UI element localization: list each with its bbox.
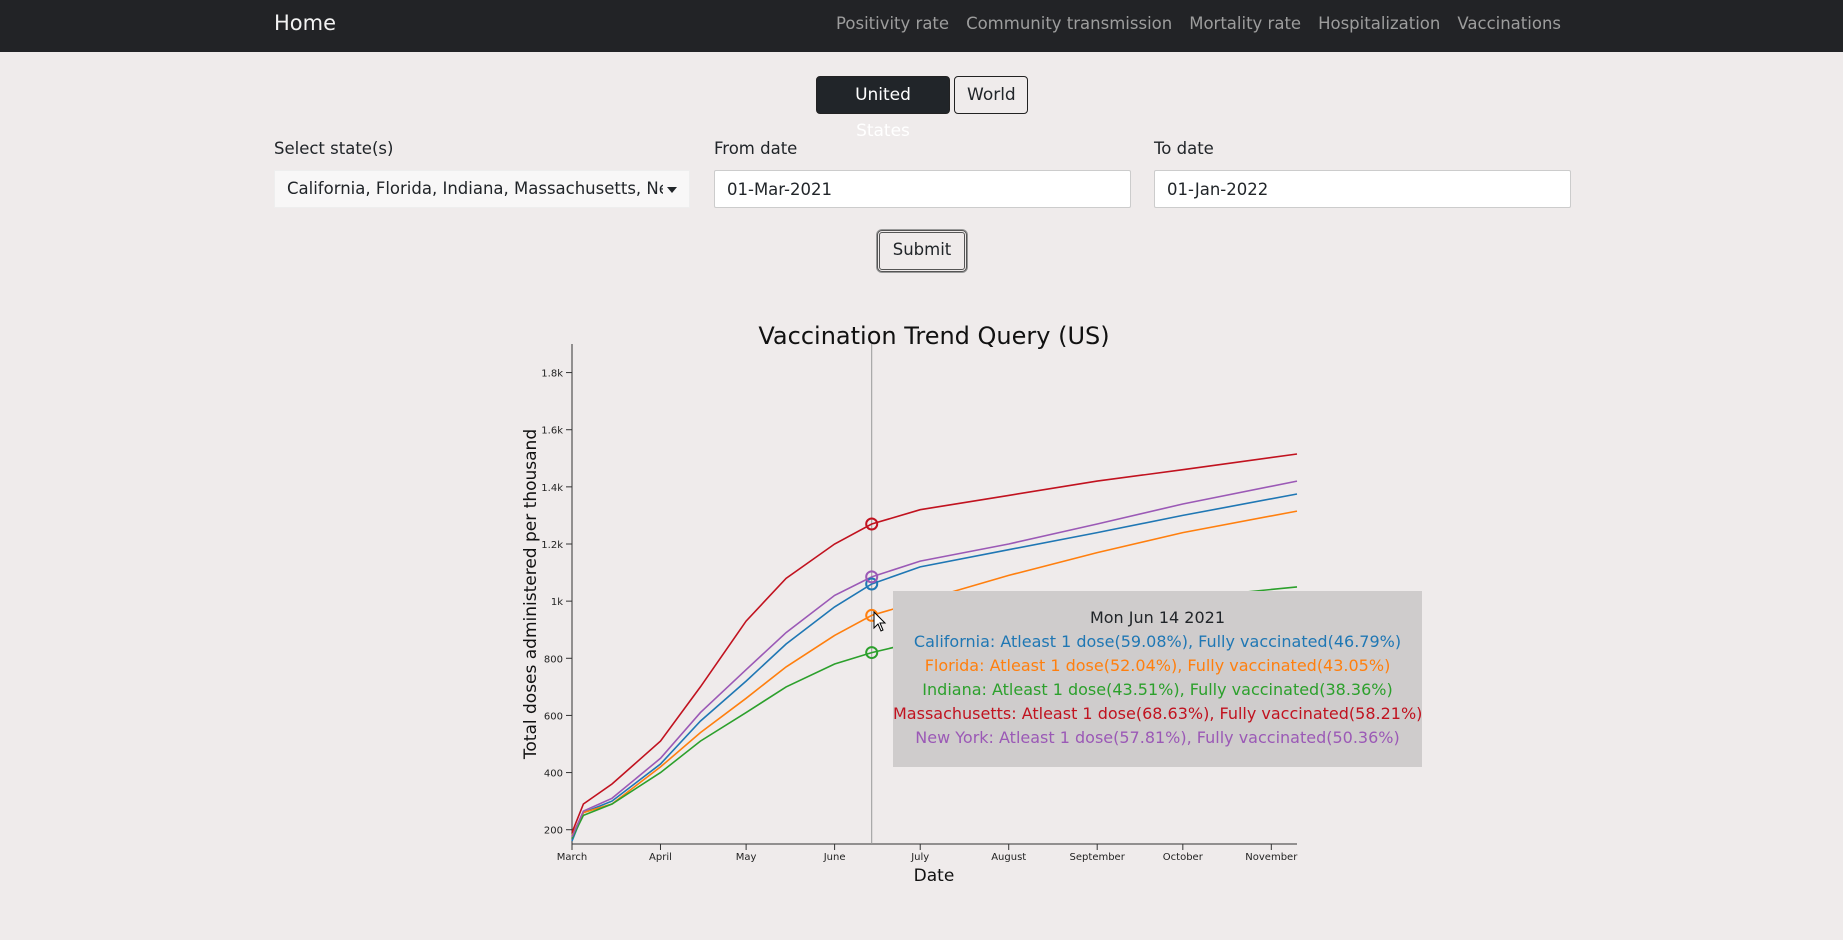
tooltip-line-new-york: New York: Atleast 1 dose(57.81%), Fully … xyxy=(915,728,1400,747)
hover-marker-california xyxy=(865,577,879,591)
chart-title: Vaccination Trend Query (US) xyxy=(758,322,1109,350)
world-button[interactable]: World xyxy=(954,76,1028,114)
y-tick-label: 1.4k xyxy=(541,483,563,494)
y-tick-label: 600 xyxy=(544,711,563,722)
x-tick-label: May xyxy=(736,852,757,863)
x-tick-label: April xyxy=(649,852,672,863)
series-line-california xyxy=(571,493,1298,842)
x-tick-label: October xyxy=(1163,852,1204,863)
y-tick-label: 400 xyxy=(544,769,563,780)
x-tick-label: March xyxy=(557,852,587,863)
x-tick-label: September xyxy=(1070,852,1126,863)
tooltip-line-massachusetts: Massachusetts: Atleast 1 dose(68.63%), F… xyxy=(893,704,1423,723)
hover-marker-indiana xyxy=(865,646,879,660)
y-tick-label: 1.2k xyxy=(541,540,563,551)
from-date-label: From date xyxy=(714,139,798,158)
state-select-dropdown[interactable]: California, Florida, Indiana, Massachuse… xyxy=(274,170,690,208)
y-axis-label: Total doses administered per thousand xyxy=(521,429,541,760)
x-tick-label: June xyxy=(823,852,846,863)
state-select-value: California, Florida, Indiana, Massachuse… xyxy=(287,179,663,198)
to-date-label: To date xyxy=(1154,139,1214,158)
mouse-cursor-icon xyxy=(873,610,887,632)
nav-hospitalization[interactable]: Hospitalization xyxy=(1318,14,1441,33)
x-tick-label: August xyxy=(991,852,1026,863)
hover-marker-massachusetts xyxy=(865,517,879,531)
nav-mortality-rate[interactable]: Mortality rate xyxy=(1189,14,1302,33)
tooltip-line-florida: Florida: Atleast 1 dose(52.04%), Fully v… xyxy=(924,656,1391,675)
tooltip-date: Mon Jun 14 2021 xyxy=(1089,608,1226,627)
nav-positivity-rate[interactable]: Positivity rate xyxy=(836,14,950,33)
navbar: Home Positivity rate Community transmiss… xyxy=(0,0,1843,52)
submit-button[interactable]: Submit xyxy=(877,230,967,272)
y-tick-label: 200 xyxy=(544,826,563,837)
nav-community-transmission[interactable]: Community transmission xyxy=(966,14,1173,33)
brand-home-link[interactable]: Home xyxy=(274,11,337,35)
x-axis-label: Date xyxy=(914,866,955,886)
y-tick-label: 800 xyxy=(544,654,563,665)
united-states-button[interactable]: United States xyxy=(816,76,950,141)
tooltip-line-indiana: Indiana: Atleast 1 dose(43.51%), Fully v… xyxy=(922,680,1393,699)
x-tick-label: July xyxy=(910,852,929,863)
y-tick-label: 1.6k xyxy=(541,426,563,437)
series-line-new-york xyxy=(571,480,1298,838)
y-tick-label: 1k xyxy=(551,597,563,608)
x-tick-label: November xyxy=(1245,852,1298,863)
caret-down-icon xyxy=(667,187,677,193)
chart-tooltip: Mon Jun 14 2021 California: Atleast 1 do… xyxy=(893,591,1422,767)
series-line-massachusetts xyxy=(571,453,1298,833)
from-date-input[interactable] xyxy=(714,170,1131,208)
to-date-input[interactable] xyxy=(1154,170,1571,208)
state-select-label: Select state(s) xyxy=(274,139,394,158)
hover-marker-new-york xyxy=(865,570,879,584)
nav-vaccinations[interactable]: Vaccinations xyxy=(1457,14,1561,33)
y-tick-label: 1.8k xyxy=(541,369,563,380)
nav-links: Positivity rate Community transmission M… xyxy=(836,14,1561,33)
tooltip-line-california: California: Atleast 1 dose(59.08%), Full… xyxy=(913,632,1402,651)
